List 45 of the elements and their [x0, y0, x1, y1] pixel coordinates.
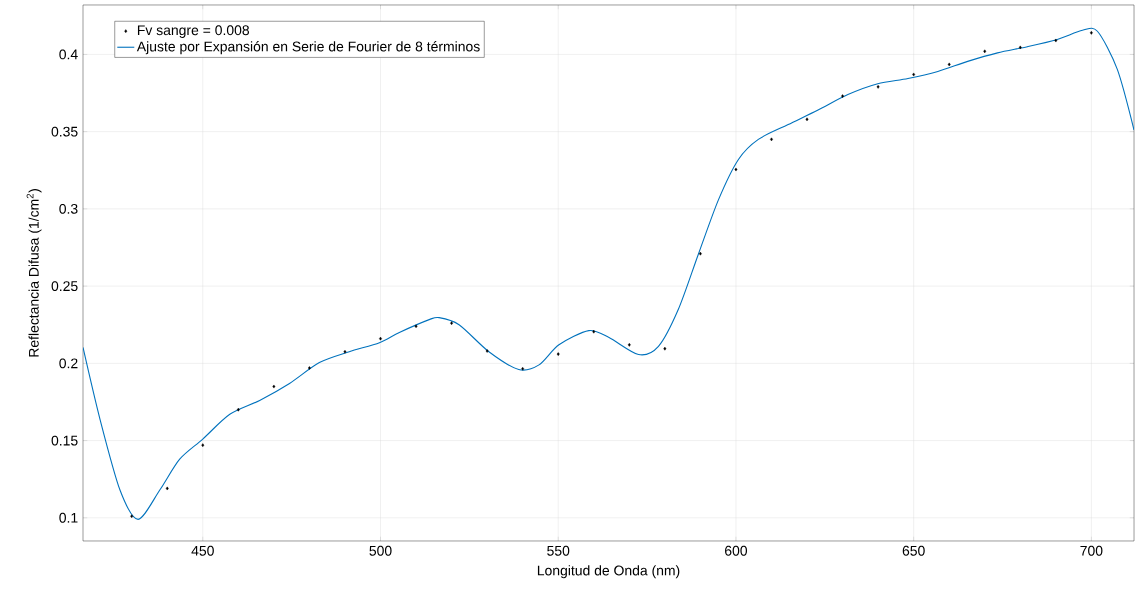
x-tick-label: 700 — [1080, 545, 1103, 556]
point — [734, 167, 738, 172]
x-tick-label: 650 — [902, 545, 925, 556]
y-tick-label: 0.1 — [59, 512, 78, 523]
point — [343, 349, 347, 354]
point — [699, 251, 702, 256]
x-tick-label: 500 — [369, 545, 392, 556]
point — [841, 94, 844, 98]
legend-label: Fv sangre = 0.008 — [137, 25, 250, 38]
point — [627, 343, 631, 347]
point — [770, 137, 773, 142]
point — [1089, 31, 1093, 35]
legend-label: Ajuste por Expansión en Serie de Fourier de 8 términos — [136, 41, 480, 55]
y-tick-label: 0.4 — [59, 49, 78, 60]
point — [947, 62, 951, 67]
point — [201, 443, 205, 448]
y-tick-label: 0.35 — [51, 126, 78, 137]
y-tick-label: 0.25 — [51, 281, 78, 292]
point — [485, 349, 489, 353]
point — [450, 321, 453, 325]
point — [272, 384, 276, 389]
y-tick-label: 0.3 — [59, 203, 78, 214]
point — [308, 366, 311, 370]
point — [876, 85, 880, 89]
point — [414, 324, 418, 329]
point — [663, 346, 667, 351]
point — [1054, 38, 1058, 43]
point — [912, 72, 916, 77]
point — [983, 49, 987, 54]
y-axis-title: Reflectancia Difusa (1/cm$^{2}$) — [26, 189, 42, 357]
point — [165, 486, 169, 491]
x-axis-title: Longitud de Onda (nm) — [537, 565, 680, 579]
point — [556, 352, 560, 356]
point — [379, 336, 382, 341]
point — [521, 366, 525, 371]
point — [592, 329, 596, 334]
x-tick-label: 450 — [191, 545, 214, 556]
point — [236, 407, 240, 412]
y-tick-label: 0.2 — [59, 358, 78, 369]
y-tick-label: 0.15 — [51, 435, 78, 446]
x-tick-label: 550 — [547, 545, 570, 556]
x-tick-label: 600 — [725, 545, 748, 556]
point — [805, 117, 809, 122]
point — [130, 514, 134, 519]
point — [1018, 45, 1022, 50]
